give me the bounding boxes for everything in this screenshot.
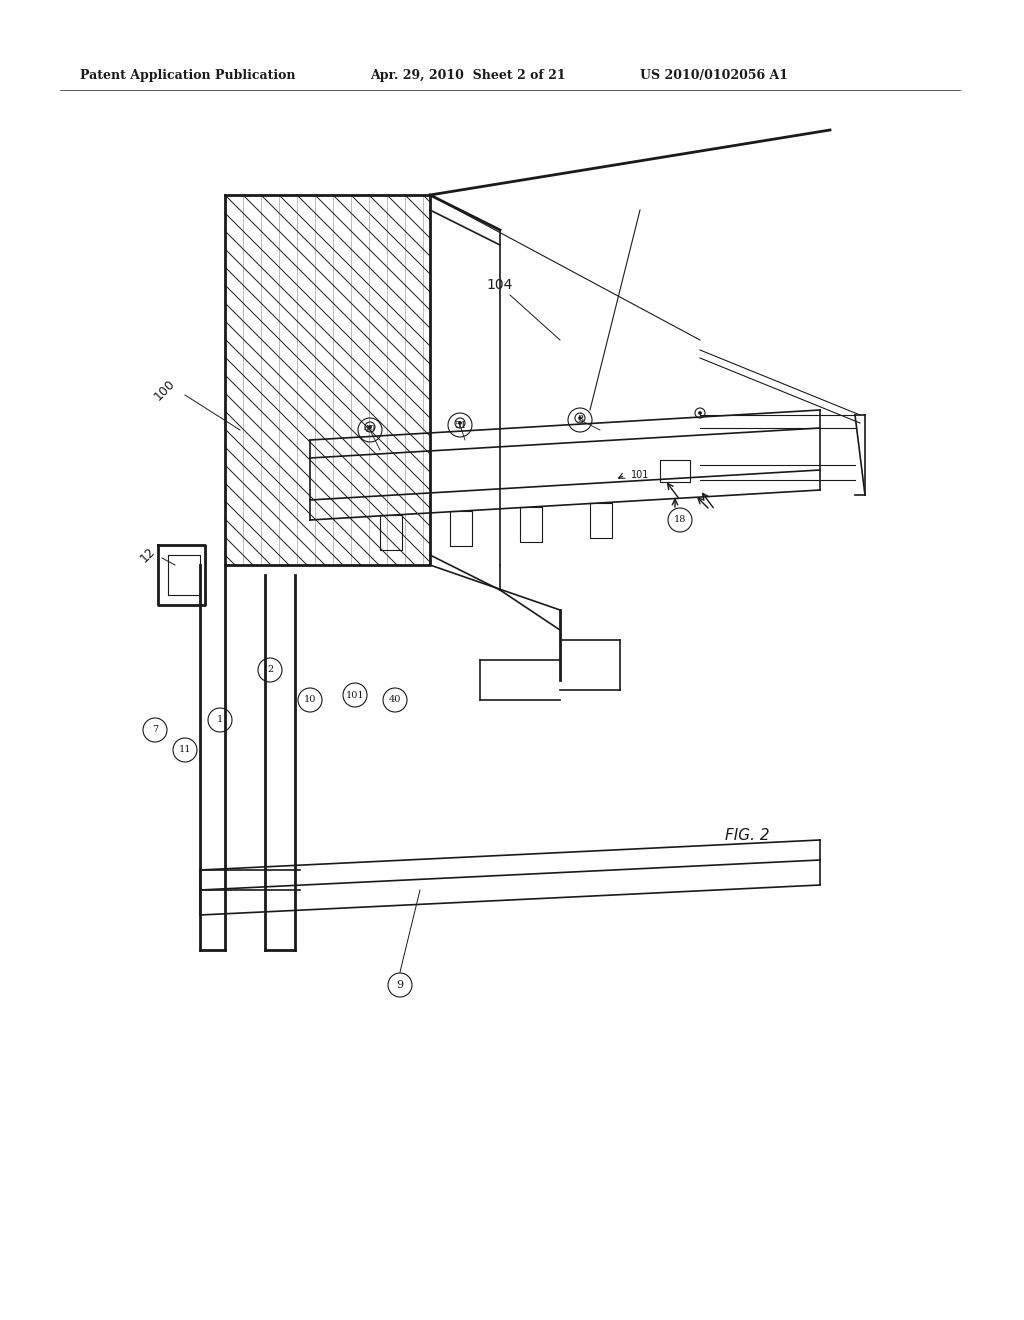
Text: US 2010/0102056 A1: US 2010/0102056 A1 (640, 69, 788, 82)
Circle shape (365, 422, 375, 432)
Text: Apr. 29, 2010  Sheet 2 of 21: Apr. 29, 2010 Sheet 2 of 21 (370, 69, 565, 82)
Text: 18: 18 (674, 516, 686, 524)
Text: 104: 104 (486, 279, 513, 292)
Text: 11: 11 (179, 746, 191, 755)
Text: 51: 51 (454, 421, 466, 429)
Text: 3: 3 (577, 416, 583, 425)
Circle shape (455, 418, 465, 428)
Text: 100: 100 (152, 378, 178, 403)
Text: Patent Application Publication: Patent Application Publication (80, 69, 296, 82)
Text: 9: 9 (396, 979, 403, 990)
Circle shape (698, 412, 701, 414)
Text: 49: 49 (364, 425, 376, 434)
Circle shape (575, 413, 585, 422)
Circle shape (695, 408, 705, 418)
Circle shape (369, 425, 372, 429)
Text: 7: 7 (152, 726, 158, 734)
Text: 2: 2 (267, 665, 273, 675)
Text: 10: 10 (304, 696, 316, 705)
Circle shape (459, 421, 462, 425)
Text: FIG. 2: FIG. 2 (725, 828, 770, 842)
Text: 101: 101 (346, 690, 365, 700)
Text: 101: 101 (631, 470, 649, 480)
Text: 1: 1 (217, 715, 223, 725)
Circle shape (579, 417, 582, 420)
Text: 40: 40 (389, 696, 401, 705)
Text: 12: 12 (138, 545, 158, 565)
